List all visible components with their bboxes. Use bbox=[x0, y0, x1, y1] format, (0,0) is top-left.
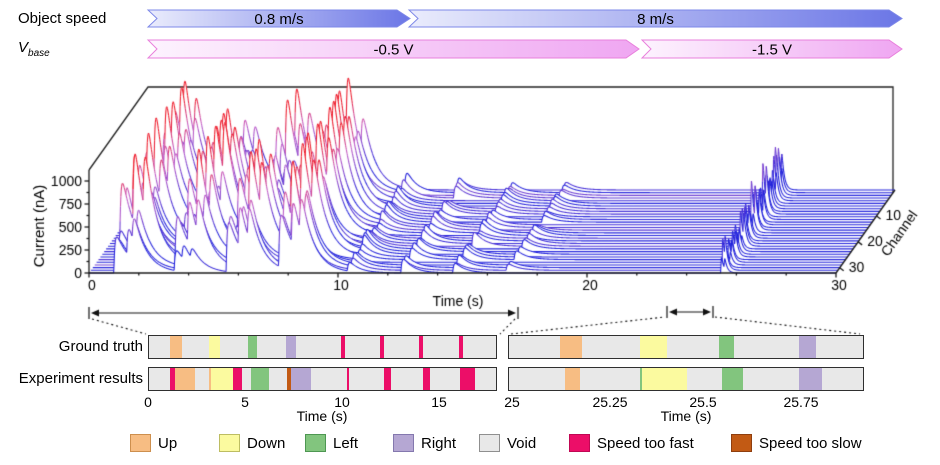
segment-fast bbox=[232, 368, 242, 390]
legend-swatch-right bbox=[393, 434, 414, 452]
segment-left bbox=[722, 368, 743, 390]
strip-tick-25.25: 25.25 bbox=[592, 394, 628, 410]
legend-swatch-slow bbox=[731, 434, 752, 452]
legend-label-fast: Speed too fast bbox=[597, 434, 694, 452]
ground-truth-strip-right bbox=[508, 335, 864, 359]
segment-up bbox=[175, 368, 195, 390]
segment-down bbox=[211, 368, 233, 390]
strip-tick-25: 25 bbox=[504, 394, 520, 410]
object-speed-label: Object speed bbox=[18, 10, 107, 27]
segment-fast bbox=[169, 368, 176, 390]
segment-slow bbox=[286, 368, 291, 390]
segment-left bbox=[247, 336, 257, 358]
legend-item-down: Down bbox=[219, 434, 285, 452]
legend-label-slow: Speed too slow bbox=[759, 434, 862, 452]
segment-fast bbox=[423, 368, 430, 390]
segment-down bbox=[642, 368, 688, 390]
time-axis-label-left: Time (s) bbox=[296, 408, 348, 424]
strip-tick-25.75: 25.75 bbox=[783, 394, 819, 410]
segment-right bbox=[286, 336, 297, 358]
segment-right bbox=[798, 368, 822, 390]
segment-down bbox=[639, 336, 667, 358]
experiment-strip-left bbox=[148, 367, 497, 391]
legend-label-left: Left bbox=[333, 434, 359, 452]
vbase-arrow-segment bbox=[640, 39, 903, 59]
legend-item-fast: Speed too fast bbox=[569, 434, 694, 452]
segment-fast bbox=[379, 336, 384, 358]
strip-tick-15: 15 bbox=[431, 394, 447, 410]
segment-fast bbox=[458, 336, 463, 358]
segment-fast bbox=[347, 368, 350, 390]
legend-swatch-left bbox=[305, 434, 326, 452]
segment-fast bbox=[341, 336, 346, 358]
time-axis-label-right: Time (s) bbox=[660, 408, 712, 424]
strip-tick-0: 0 bbox=[144, 394, 152, 410]
legend-label-up: Up bbox=[158, 434, 178, 452]
legend-label-void: Void bbox=[507, 434, 537, 452]
speed-arrow-value: 0.8 m/s bbox=[254, 11, 303, 28]
legend-swatch-fast bbox=[569, 434, 590, 452]
legend-swatch-down bbox=[219, 434, 240, 452]
segment-up bbox=[559, 336, 582, 358]
vbase-arrow-segment bbox=[146, 39, 640, 59]
legend-label-right: Right bbox=[421, 434, 457, 452]
vbase-label: Vbase bbox=[18, 39, 50, 59]
segment-left bbox=[251, 368, 269, 390]
legend-label-down: Down bbox=[247, 434, 286, 452]
legend-item-up: Up bbox=[130, 434, 177, 452]
ground-truth-strip-left bbox=[148, 335, 497, 359]
speed-arrow-segment bbox=[146, 9, 411, 28]
vbase-symbol: V bbox=[18, 39, 29, 56]
strip-tick-10: 10 bbox=[334, 394, 350, 410]
segment-fast bbox=[459, 368, 476, 390]
annotation-arrow-bars: 0.8 m/s 8 m/s -0.5 V -1.5 V bbox=[146, 9, 903, 59]
strip-tick-5: 5 bbox=[241, 394, 249, 410]
segment-down bbox=[208, 336, 220, 358]
vbase-arrow-value: -1.5 V bbox=[752, 42, 792, 59]
segment-fast bbox=[384, 368, 391, 390]
legend-swatch-void bbox=[479, 434, 500, 452]
legend-item-slow: Speed too slow bbox=[731, 434, 862, 452]
ground-truth-row-label: Ground truth bbox=[58, 338, 143, 355]
vbase-arrow-value: -0.5 V bbox=[373, 42, 413, 59]
experiment-results-row-label: Experiment results bbox=[18, 370, 143, 387]
segment-fast bbox=[418, 336, 423, 358]
segment-up bbox=[209, 368, 212, 390]
legend-item-right: Right bbox=[393, 434, 456, 452]
legend-item-left: Left bbox=[305, 434, 358, 452]
speed-arrow-value: 8 m/s bbox=[637, 11, 674, 28]
segment-left bbox=[718, 336, 735, 358]
segment-right bbox=[290, 368, 312, 390]
experiment-strip-right bbox=[508, 367, 864, 391]
vbase-subscript: base bbox=[28, 48, 50, 59]
strip-tick-25.5: 25.5 bbox=[689, 394, 717, 410]
segment-right bbox=[798, 336, 816, 358]
segment-up bbox=[169, 336, 182, 358]
speed-arrow-segment bbox=[407, 9, 903, 28]
segment-left bbox=[639, 368, 643, 390]
legend-swatch-up bbox=[130, 434, 151, 452]
legend-item-void: Void bbox=[479, 434, 536, 452]
segment-up bbox=[564, 368, 581, 390]
